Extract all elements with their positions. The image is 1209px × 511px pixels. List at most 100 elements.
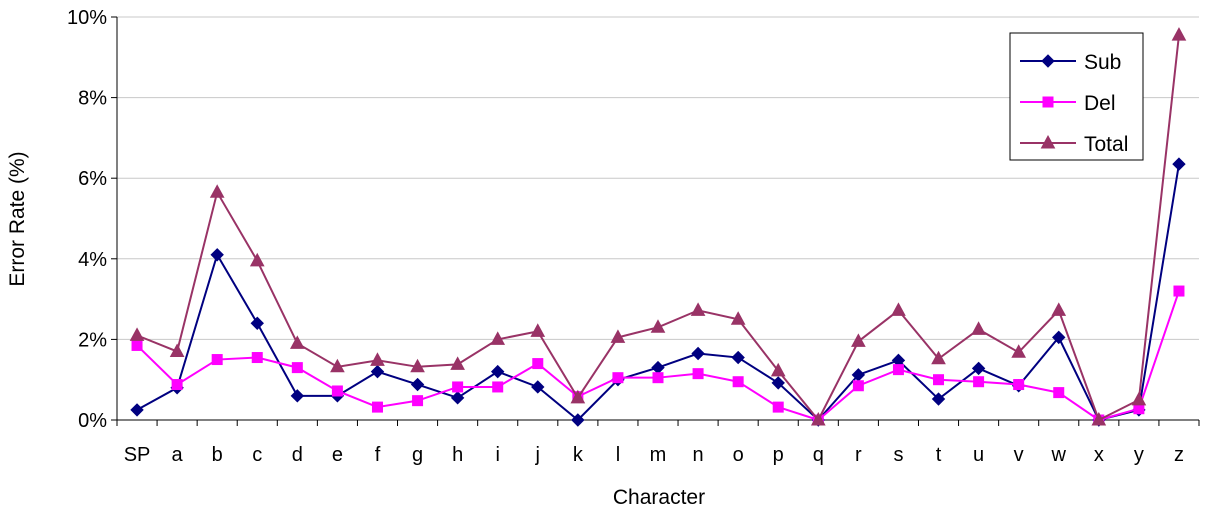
data-point-sub [210,248,224,262]
legend: Sub Del Total [1009,32,1144,161]
data-point-total [1131,391,1147,406]
y-axis-title: Error Rate (%) [6,151,29,286]
x-tick-label: j [535,444,540,466]
data-point-del [652,372,664,384]
x-tick-label: e [332,444,343,466]
data-point-total [570,389,586,404]
x-tick-label: z [1174,444,1184,466]
data-point-total [530,323,546,337]
data-point-del [933,374,945,386]
x-tick-label: r [855,444,862,466]
data-point-del [612,372,624,384]
x-tick-label: m [650,444,667,466]
y-tick-label: 4% [78,249,107,271]
legend-label-total: Total [1084,133,1128,156]
data-point-sub [971,361,986,376]
data-point-sub [771,376,785,390]
data-point-total [249,252,265,267]
y-tick-label: 6% [78,168,107,190]
data-point-del [532,358,544,370]
data-point-sub [1172,157,1186,171]
data-point-total [410,358,425,373]
x-tick-label: q [813,444,824,466]
data-point-del [732,376,744,388]
data-point-total [891,302,906,316]
data-point-del [331,385,343,397]
x-tick-labels: SP a b c d e f g h i j k l m n o p q r s t u v w x y z [116,420,1200,466]
data-point-sub [410,377,425,392]
data-point-total [169,343,185,357]
legend-marker-total [1040,134,1056,149]
x-tick-label: c [252,444,262,466]
data-point-del [131,339,143,351]
data-point-total [289,335,305,349]
data-point-sub [931,392,946,406]
x-tick-label: h [452,444,463,466]
data-point-total [730,311,746,325]
data-point-total [971,321,986,335]
x-tick-label: s [893,444,903,466]
data-point-total [931,350,946,365]
data-point-total [490,331,506,345]
y-tick-label: 10% [67,7,107,29]
data-point-sub [571,413,585,427]
data-point-del [892,364,904,376]
x-tick-label: n [693,444,704,466]
data-point-sub [651,360,665,375]
x-tick-label: w [1051,444,1067,466]
x-tick-label: d [292,444,303,466]
y-tick-label: 0% [78,410,107,432]
data-point-del [412,395,424,407]
legend-label-sub: Sub [1084,51,1121,74]
x-tick-label: o [733,444,744,466]
data-point-del [772,401,784,413]
x-tick-label: x [1094,444,1104,466]
data-point-sub [290,389,305,403]
data-point-del [251,352,263,364]
data-point-sub [731,350,745,365]
series-group [129,27,1187,427]
series-del [131,285,1185,426]
data-point-del [1013,379,1025,391]
y-tick-labels: 0% 2% 4% 6% 8% 10% [67,7,117,432]
data-point-total [851,333,866,347]
data-point-del [291,362,303,374]
data-point-total [650,319,666,333]
x-tick-label: SP [124,444,151,466]
series-total [129,27,1187,426]
x-tick-label: v [1014,444,1024,466]
x-tick-label: l [616,444,620,466]
data-point-del [452,381,464,393]
x-tick-label: p [773,444,784,466]
data-point-del [171,379,183,391]
legend-marker-del [1042,96,1054,108]
data-point-sub [531,380,545,394]
data-point-sub [691,346,705,361]
legend-marker-sub [1041,54,1055,68]
data-point-total [370,352,385,366]
x-tick-label: k [573,444,584,466]
data-point-del [1173,285,1185,297]
data-point-total [209,184,225,198]
data-point-del [692,368,704,380]
data-point-sub [490,364,505,379]
data-point-total [810,411,826,426]
x-tick-label: b [212,444,223,466]
x-tick-label: g [412,444,423,466]
data-point-sub [450,391,465,405]
y-tick-label: 2% [78,329,107,351]
data-point-total [129,327,145,341]
legend-label-del: Del [1084,92,1116,115]
x-tick-label: f [375,444,381,466]
data-point-total [770,362,786,377]
data-point-total [690,302,706,316]
data-point-del [1053,387,1065,399]
data-point-sub [250,316,264,330]
data-point-sub [130,403,144,417]
data-point-del [211,354,223,366]
data-point-total [450,356,465,370]
data-point-sub [1052,330,1066,345]
legend-box [1009,32,1144,161]
data-point-total [1051,302,1067,316]
